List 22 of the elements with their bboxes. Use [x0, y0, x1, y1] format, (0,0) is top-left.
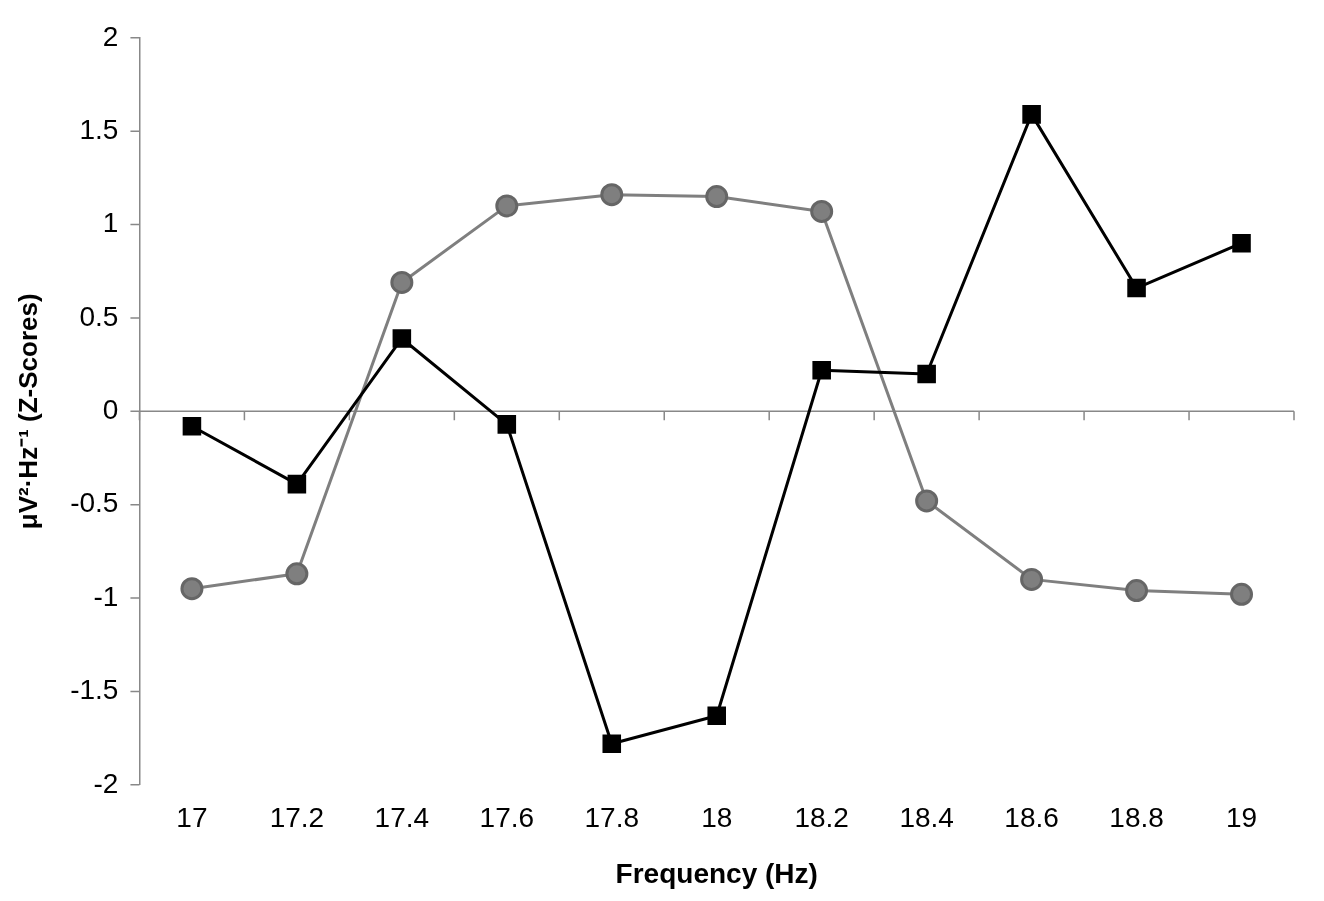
x-tick-label: 17.6: [479, 802, 535, 834]
x-tick-label: 18.8: [1109, 802, 1164, 834]
x-axis-title: Frequency (Hz): [615, 857, 818, 889]
y-tick-label: 1: [102, 207, 119, 239]
x-tick-label: 17.8: [584, 802, 640, 834]
x-tick-label: 17.4: [374, 802, 430, 834]
y-tick-label: -0.5: [70, 487, 119, 519]
x-tick-label: 17: [176, 802, 208, 834]
x-tick-label: 18.6: [1004, 802, 1059, 834]
y-tick-label: 1.5: [79, 113, 119, 145]
y-tick-label: 0.5: [79, 300, 119, 332]
y-axis-title: μV²·Hz⁻¹ (Z-Scores): [12, 293, 43, 530]
y-tick-label: 0: [102, 394, 119, 426]
x-tick-label: 18: [701, 802, 733, 834]
y-tick-label: -2: [93, 767, 119, 799]
y-tick-label: 2: [102, 20, 119, 52]
x-tick-label: 18.2: [794, 802, 849, 834]
y-tick-label: -1.5: [70, 674, 119, 706]
x-tick-label: 19: [1225, 802, 1258, 834]
x-tick-label: 18.4: [899, 802, 954, 834]
x-tick-label: 17.2: [269, 802, 325, 834]
y-tick-label: -1: [93, 580, 119, 612]
